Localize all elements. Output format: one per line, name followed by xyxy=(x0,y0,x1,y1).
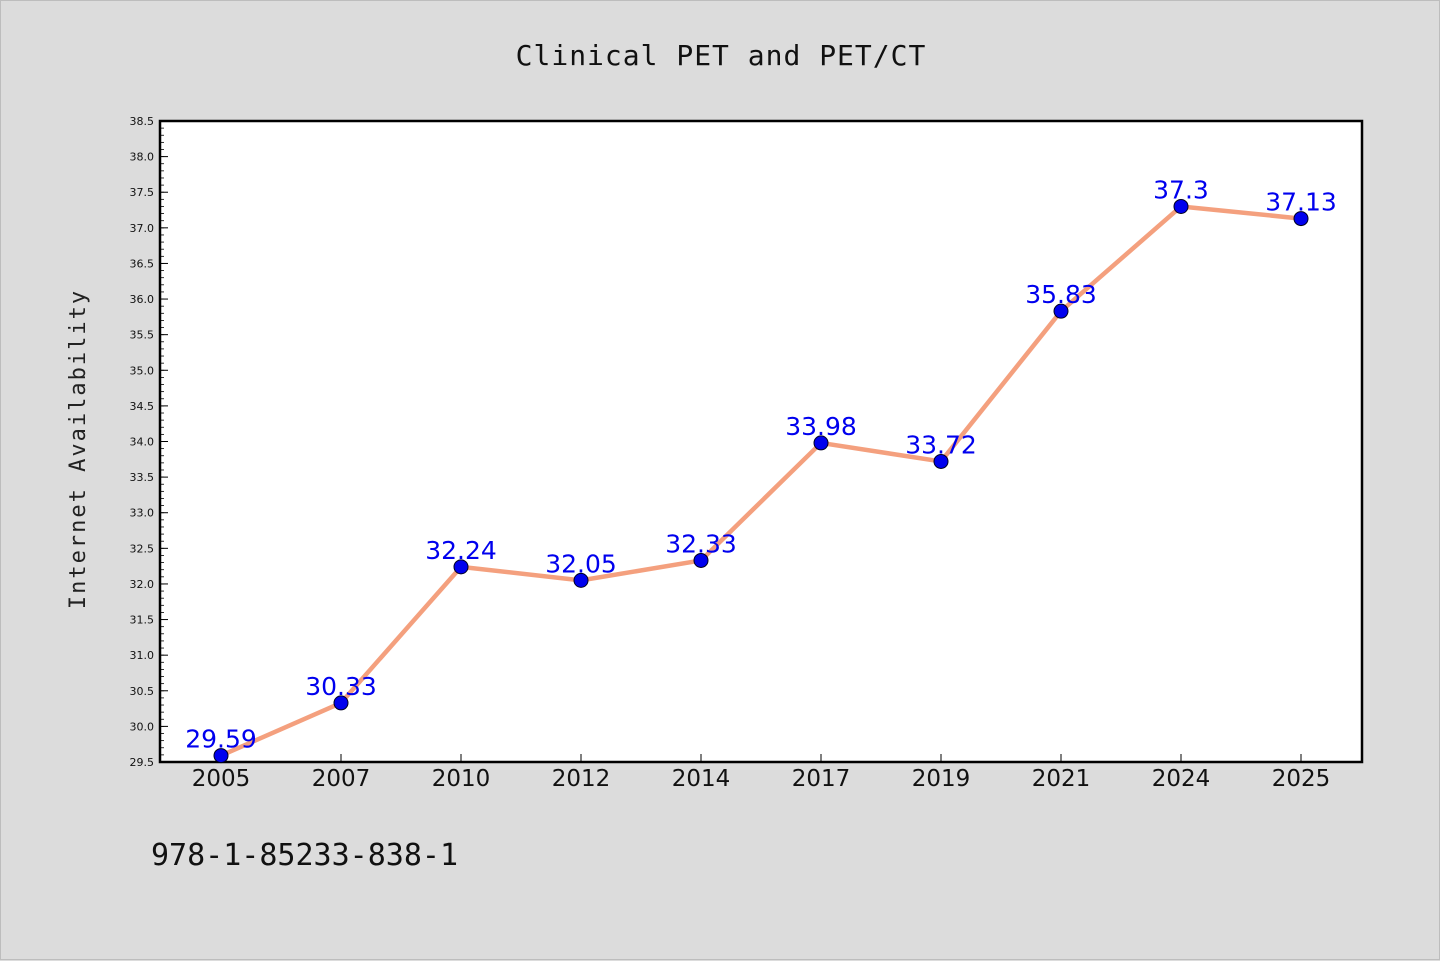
data-point xyxy=(693,552,709,568)
data-series xyxy=(213,198,1309,764)
x-tick-label: 2005 xyxy=(192,766,251,792)
y-tick-label: 32.5 xyxy=(130,542,155,555)
data-point xyxy=(933,453,949,469)
x-tick-label: 2014 xyxy=(672,766,731,792)
data-point xyxy=(813,435,829,451)
y-tick-label: 32.0 xyxy=(130,578,155,591)
y-tick-label: 30.5 xyxy=(130,685,155,698)
x-tick-label: 2012 xyxy=(552,766,611,792)
footnote-isbn: 978-1-85233-838-1 xyxy=(151,838,458,873)
data-label: 29.59 xyxy=(185,725,257,754)
data-point xyxy=(1293,211,1309,227)
data-label: 32.33 xyxy=(665,529,737,558)
x-axis-ticks: 2005 2007 2010 2012 2014 2017 2019 2021 2024 2025 xyxy=(192,754,1331,792)
x-tick-label: 2017 xyxy=(792,766,851,792)
y-tick-label: 33.5 xyxy=(130,471,155,484)
data-label: 32.05 xyxy=(545,549,617,578)
y-tick-label: 35.5 xyxy=(130,329,155,342)
y-axis-label: Internet Availability xyxy=(66,289,91,609)
data-label: 37.3 xyxy=(1153,175,1209,204)
x-tick-label: 2025 xyxy=(1272,766,1331,792)
data-point xyxy=(1053,303,1069,319)
y-tick-label: 37.0 xyxy=(130,222,155,235)
data-point xyxy=(213,748,229,764)
x-tick-label: 2024 xyxy=(1152,766,1211,792)
plot-area xyxy=(158,119,1364,764)
data-point xyxy=(333,695,349,711)
y-tick-label: 38.5 xyxy=(130,115,155,128)
data-labels: 29.59 30.33 32.24 32.05 32.33 33.98 33.72 35.83… xyxy=(185,175,1337,753)
y-tick-label: 36.0 xyxy=(130,293,155,306)
y-tick-label: 31.0 xyxy=(130,649,155,662)
series-line xyxy=(220,204,1302,758)
x-tick-label: 2019 xyxy=(912,766,971,792)
chart-title: Clinical PET and PET/CT xyxy=(516,39,927,72)
x-tick-label: 2010 xyxy=(432,766,491,792)
x-tick-label: 2021 xyxy=(1032,766,1091,792)
y-tick-label: 35.0 xyxy=(130,364,155,377)
data-label: 32.24 xyxy=(425,536,497,565)
y-tick-label: 33.0 xyxy=(130,507,155,520)
data-label: 30.33 xyxy=(305,672,377,701)
y-tick-label: 31.5 xyxy=(130,614,155,627)
y-tick-label: 36.5 xyxy=(130,257,155,270)
data-point xyxy=(453,559,469,575)
y-tick-label: 34.5 xyxy=(130,400,155,413)
y-tick-label: 30.0 xyxy=(130,720,155,733)
y-axis-ticks: 29.5 30.0 30.5 31.0 31.5 32.0 32.5 33.0 33.5 34.0… xyxy=(130,115,168,769)
data-point xyxy=(1173,198,1189,214)
data-label: 33.72 xyxy=(905,430,977,459)
y-tick-label: 37.5 xyxy=(130,186,155,199)
y-tick-label: 38.0 xyxy=(130,151,155,164)
data-point xyxy=(573,572,589,588)
y-tick-label: 29.5 xyxy=(130,756,155,769)
x-tick-label: 2007 xyxy=(312,766,371,792)
data-label: 35.83 xyxy=(1025,280,1097,309)
data-label: 33.98 xyxy=(785,412,857,441)
data-label: 37.13 xyxy=(1265,188,1337,217)
y-tick-label: 34.0 xyxy=(130,436,155,449)
